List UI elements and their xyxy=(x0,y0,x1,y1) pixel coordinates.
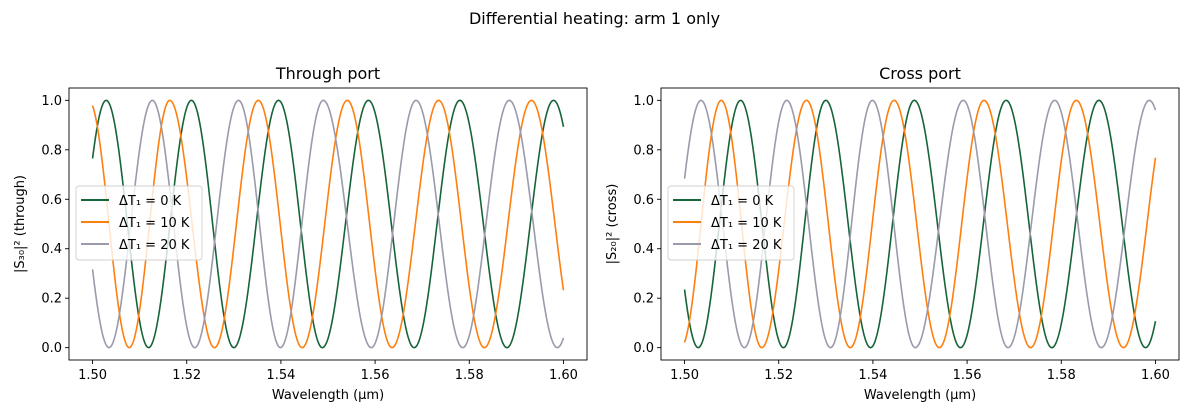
y-tick-label: 0.0 xyxy=(41,341,62,356)
through-legend: ΔT₁ = 0 K ΔT₁ = 10 K ΔT₁ = 20 K xyxy=(75,185,203,261)
y-tick-label: 1.0 xyxy=(633,94,654,109)
y-tick-label: 0.4 xyxy=(633,242,654,257)
legend-box xyxy=(75,185,203,261)
legend-label: ΔT₁ = 10 K xyxy=(711,216,782,231)
legend-label: ΔT₁ = 20 K xyxy=(711,238,782,253)
through-axes-title: Through port xyxy=(275,64,380,83)
cross-axes-frame xyxy=(660,87,1180,361)
cross-legend: ΔT₁ = 0 K ΔT₁ = 10 K ΔT₁ = 20 K xyxy=(667,185,795,261)
through-port-axes: Through port 1.50 1.52 1.54 1.56 1.58 1.60 0.0 0… xyxy=(13,64,588,403)
y-tick-label: 0.2 xyxy=(41,292,62,307)
legend-box xyxy=(667,185,795,261)
y-tick-label: 0.6 xyxy=(41,193,62,208)
x-tick-label: 1.60 xyxy=(549,368,578,383)
through-series-line-1 xyxy=(91,99,565,349)
y-tick-label: 0.4 xyxy=(41,242,62,257)
legend-label: ΔT₁ = 20 K xyxy=(119,238,190,253)
x-tick-label: 1.58 xyxy=(1047,368,1076,383)
cross-port-axes: Cross port 1.50 1.52 1.54 1.56 1.58 1.60 0.0 0.2… xyxy=(605,64,1180,403)
y-tick-label: 0.6 xyxy=(633,193,654,208)
y-tick-label: 0.0 xyxy=(633,341,654,356)
x-tick-label: 1.52 xyxy=(172,368,201,383)
x-tick-label: 1.50 xyxy=(78,368,107,383)
x-tick-label: 1.54 xyxy=(858,368,887,383)
y-tick-label: 0.8 xyxy=(41,143,62,158)
x-tick-label: 1.52 xyxy=(764,368,793,383)
cross-series-line-1 xyxy=(683,99,1157,349)
cross-y-axis-label: |S₂₀|² (cross) xyxy=(605,184,620,265)
cross-x-axis-label: Wavelength (µm) xyxy=(864,388,976,403)
through-y-axis-label: |S₃₀|² (through) xyxy=(13,175,28,273)
cross-axes-title: Cross port xyxy=(879,64,961,83)
legend-label: ΔT₁ = 0 K xyxy=(119,194,182,209)
y-tick-label: 0.2 xyxy=(633,292,654,307)
figure-title: Differential heating: arm 1 only xyxy=(469,9,720,28)
y-tick-label: 1.0 xyxy=(41,94,62,109)
through-x-axis-label: Wavelength (µm) xyxy=(272,388,384,403)
legend-label: ΔT₁ = 0 K xyxy=(711,194,774,209)
through-axes-frame xyxy=(68,87,588,361)
x-tick-label: 1.50 xyxy=(670,368,699,383)
x-tick-label: 1.60 xyxy=(1141,368,1170,383)
x-tick-label: 1.58 xyxy=(455,368,484,383)
x-tick-label: 1.56 xyxy=(953,368,982,383)
x-tick-label: 1.54 xyxy=(266,368,295,383)
x-tick-label: 1.56 xyxy=(361,368,390,383)
y-tick-label: 0.8 xyxy=(633,143,654,158)
legend-label: ΔT₁ = 10 K xyxy=(119,216,190,231)
